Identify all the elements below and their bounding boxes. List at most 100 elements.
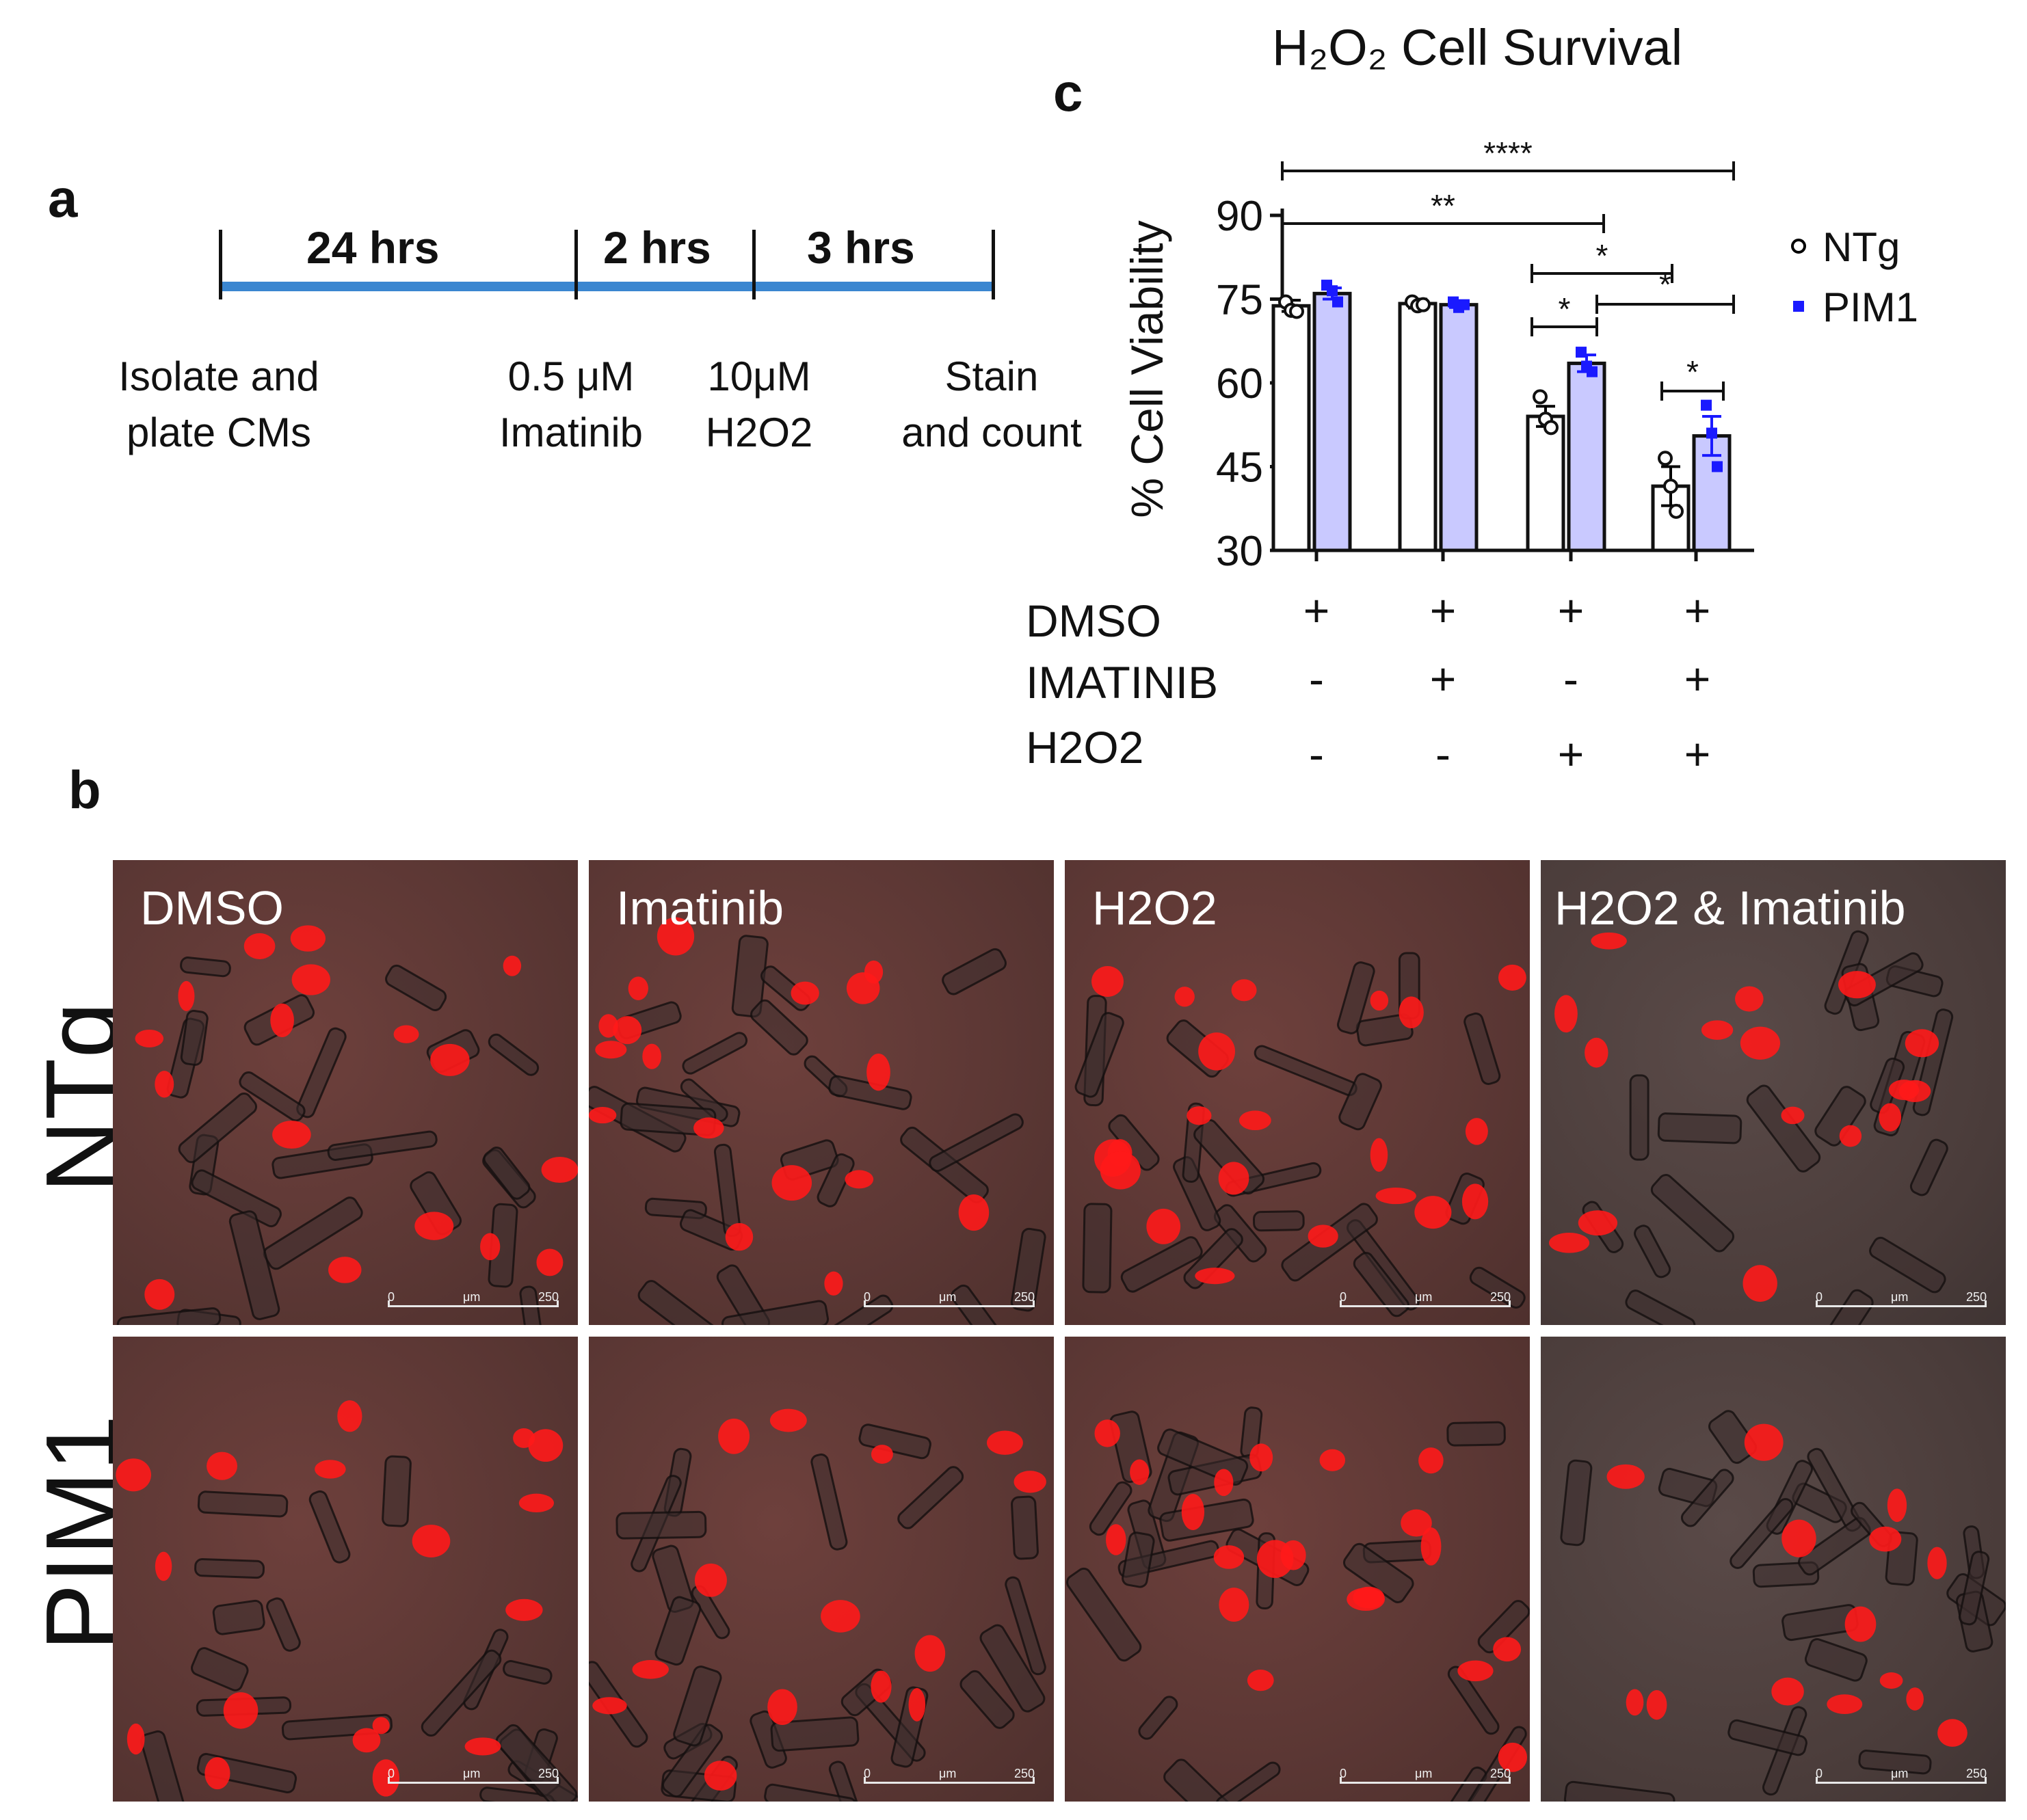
stained-cell — [352, 1728, 381, 1753]
unstained-cell — [680, 1078, 728, 1123]
stained-cell — [1181, 1493, 1205, 1530]
unstained-cell — [479, 1786, 555, 1802]
timeline-step-isolate: Isolate and plate CMs — [118, 353, 319, 455]
stained-cell — [127, 1723, 145, 1755]
stained-cell — [1195, 1268, 1235, 1285]
unstained-cell — [1120, 1236, 1203, 1293]
data-point-ntg — [1533, 389, 1548, 405]
stained-cell — [1493, 1637, 1522, 1662]
unstained-cell — [1215, 1761, 1281, 1802]
stained-cell — [480, 1233, 501, 1261]
unstained-cell — [858, 1423, 931, 1460]
stained-cell — [1308, 1225, 1338, 1248]
timeline-step-stain: Stain and count — [901, 353, 1082, 455]
unstained-cell — [1799, 1289, 1874, 1325]
stained-cell — [393, 1025, 419, 1043]
stained-cell — [1465, 1118, 1488, 1145]
stained-cell — [155, 1071, 174, 1098]
unstained-cell — [1082, 1203, 1113, 1294]
stained-cell — [718, 1418, 750, 1454]
unstained-cell — [239, 1071, 306, 1122]
stained-cell — [1414, 1196, 1452, 1229]
stained-cell — [243, 933, 276, 959]
bar-ntg — [1526, 414, 1565, 552]
unstained-cell — [1252, 1210, 1305, 1232]
unstained-cell — [673, 1665, 722, 1747]
timeline-tick-0 — [219, 230, 222, 299]
unstained-cell — [296, 1027, 347, 1119]
unstained-cell — [691, 1585, 730, 1640]
unstained-cell — [942, 948, 1007, 995]
significance-label: **** — [1483, 135, 1533, 171]
unstained-cell — [1869, 1236, 1946, 1294]
stained-cell — [595, 1041, 627, 1059]
treatment-sign: + — [1429, 585, 1457, 636]
stained-cell — [464, 1737, 501, 1756]
scale-bar: 0 μm 250 — [864, 1288, 1035, 1318]
unstained-cell — [1708, 1410, 1758, 1464]
stained-cell — [135, 1029, 164, 1047]
unstained-cell — [421, 1649, 502, 1737]
legend-ntg-marker — [1791, 239, 1806, 254]
stained-cell — [1554, 995, 1578, 1033]
stained-cell — [958, 1194, 990, 1231]
unstained-cell — [1650, 1174, 1735, 1253]
micrograph-cells — [116, 1400, 578, 1802]
stained-cell — [178, 980, 195, 1011]
unstained-cell — [1163, 1758, 1258, 1802]
stained-cell — [1461, 1183, 1489, 1220]
stained-cell — [1174, 987, 1195, 1007]
unstained-cell — [1431, 1766, 1487, 1802]
stained-cell — [1781, 1519, 1816, 1557]
stained-cell — [372, 1759, 400, 1797]
unstained-cell — [1909, 1138, 1948, 1196]
stained-cell — [1218, 1162, 1249, 1195]
stained-cell — [1781, 1106, 1805, 1125]
unstained-cell — [1629, 1074, 1650, 1161]
stained-cell — [1146, 1208, 1181, 1244]
stained-cell — [272, 1121, 311, 1149]
unstained-cell — [1463, 1012, 1501, 1085]
unstained-cell — [1353, 1252, 1409, 1317]
stained-cell — [1498, 1742, 1528, 1772]
scale-bar: 0 μm 250 — [1340, 1288, 1511, 1318]
stained-cell — [1869, 1526, 1902, 1552]
stained-cell — [1280, 1540, 1306, 1570]
bar-ntg — [1398, 302, 1438, 552]
stained-cell — [1457, 1660, 1494, 1682]
stained-cell — [986, 1430, 1023, 1455]
treatment-dmso-label: DMSO — [1026, 595, 1161, 646]
stained-cell — [528, 1429, 564, 1462]
stained-cell — [1606, 1464, 1645, 1489]
stained-cell — [207, 1451, 238, 1480]
stained-cell — [315, 1460, 346, 1479]
stained-cell — [505, 1598, 543, 1621]
stained-cell — [1418, 1447, 1444, 1474]
stained-cell — [155, 1551, 172, 1581]
stained-cell — [1844, 1606, 1877, 1642]
significance-label: * — [1659, 267, 1671, 302]
unstained-cell — [212, 1599, 265, 1635]
timeline-line — [220, 282, 993, 291]
unstained-cell — [817, 1153, 855, 1207]
micrograph-cells — [116, 925, 578, 1325]
treatment-sign: - — [1309, 729, 1324, 779]
stained-cell — [1626, 1689, 1644, 1716]
unstained-cell — [750, 999, 808, 1056]
data-point-pim1 — [1701, 399, 1712, 411]
unstained-cell — [1804, 1637, 1868, 1682]
unstained-cell — [615, 1510, 707, 1540]
micrograph-title: H2O2 — [1092, 881, 1217, 935]
stained-cell — [871, 1670, 892, 1703]
unstained-cell — [721, 1300, 830, 1325]
data-point-pim1 — [1576, 347, 1587, 358]
micrograph-cells — [1560, 1410, 2006, 1802]
stained-cell — [1231, 979, 1257, 1002]
micrograph-ntg-dmso: DMSO 0 μm 250 — [113, 860, 578, 1325]
micrograph-title: DMSO — [140, 881, 284, 935]
micrograph-cells — [589, 1408, 1046, 1802]
stained-cell — [693, 1117, 724, 1139]
stained-cell — [1578, 1210, 1618, 1236]
stained-cell — [1370, 990, 1389, 1011]
timeline-tick-1 — [574, 230, 578, 299]
